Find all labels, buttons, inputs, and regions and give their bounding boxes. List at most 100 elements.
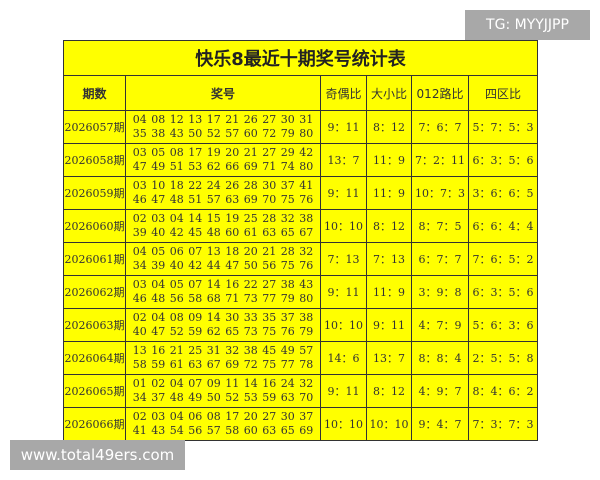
zone-cell: 2：5：5：8 [467,341,539,375]
numbers-cell: 02 03 04 14 15 19 25 28 32 38 39 40 42 45… [125,209,321,243]
numbers-cell: 01 02 04 07 09 11 14 16 24 32 34 37 48 49… [125,374,321,408]
road-012-cell: 3：9：8 [411,275,469,309]
numbers-line-2: 46 47 48 51 57 63 69 70 75 76 [132,193,314,206]
header-zone: 四区比 [467,75,539,111]
odd-even-cell: 14：6 [320,341,367,375]
big-small-cell: 8：12 [366,374,412,408]
big-small-cell: 8：12 [366,209,412,243]
table-row: 2026057期 04 08 12 13 17 21 26 27 30 31 35… [63,110,539,144]
numbers-line-1: 04 08 12 13 17 21 26 27 30 31 [132,113,314,126]
road-012-cell: 4：7：9 [411,308,469,342]
odd-even-cell: 10：10 [320,407,367,441]
numbers-cell: 03 04 05 07 14 16 22 27 38 43 46 48 56 58… [125,275,321,309]
header-period: 期数 [63,75,126,111]
zone-cell: 6：6：4：4 [467,209,539,243]
table-row: 2026064期 13 16 21 25 31 32 38 45 49 57 58… [63,341,539,375]
zone-cell: 7：6：5：2 [467,242,539,276]
big-small-cell: 7：13 [366,242,412,276]
table-row: 2026060期 02 03 04 14 15 19 25 28 32 38 39… [63,209,539,243]
odd-even-cell: 9：11 [320,176,367,210]
road-012-cell: 7：2：11 [411,143,469,177]
numbers-line-1: 02 04 08 09 14 30 33 35 37 38 [132,311,314,324]
watermark-site: www.total49ers.com [10,440,185,470]
road-012-cell: 4：9：7 [411,374,469,408]
header-big-small: 大小比 [366,75,412,111]
table-row: 2026062期 03 04 05 07 14 16 22 27 38 43 46… [63,275,539,309]
period-cell: 2026057期 [63,110,126,144]
period-cell: 2026058期 [63,143,126,177]
numbers-line-1: 01 02 04 07 09 11 14 16 24 32 [132,377,314,390]
numbers-cell: 13 16 21 25 31 32 38 45 49 57 58 59 61 63… [125,341,321,375]
big-small-cell: 11：9 [366,176,412,210]
period-cell: 2026061期 [63,242,126,276]
numbers-cell: 03 10 18 22 24 26 28 30 37 41 46 47 48 51… [125,176,321,210]
zone-cell: 5：6：3：6 [467,308,539,342]
road-012-cell: 7：6：7 [411,110,469,144]
numbers-line-2: 34 37 48 49 50 52 53 59 63 70 [132,391,314,404]
big-small-cell: 8：12 [366,110,412,144]
odd-even-cell: 10：10 [320,209,367,243]
table-row: 2026059期 03 10 18 22 24 26 28 30 37 41 46… [63,176,539,210]
header-numbers: 奖号 [125,75,321,111]
road-012-cell: 9：4：7 [411,407,469,441]
period-cell: 2026063期 [63,308,126,342]
odd-even-cell: 9：11 [320,110,367,144]
numbers-line-1: 04 05 06 07 13 18 20 21 28 32 [132,245,314,258]
odd-even-cell: 7：13 [320,242,367,276]
odd-even-cell: 9：11 [320,374,367,408]
zone-cell: 3：6：6：5 [467,176,539,210]
zone-cell: 6：3：5：6 [467,143,539,177]
period-cell: 2026060期 [63,209,126,243]
numbers-line-1: 13 16 21 25 31 32 38 45 49 57 [132,344,314,357]
table-row: 2026066期 02 03 04 06 08 17 20 27 30 37 41… [63,407,539,441]
big-small-cell: 11：9 [366,275,412,309]
numbers-cell: 02 04 08 09 14 30 33 35 37 38 40 47 52 59… [125,308,321,342]
road-012-cell: 8：7：5 [411,209,469,243]
period-cell: 2026066期 [63,407,126,441]
numbers-line-2: 40 47 52 59 62 65 73 75 76 79 [132,325,314,338]
big-small-cell: 11：9 [366,143,412,177]
numbers-line-2: 39 40 42 45 48 60 61 63 65 67 [132,226,314,239]
numbers-line-2: 46 48 56 58 68 71 73 77 79 80 [132,292,314,305]
header-012-road: 012路比 [411,75,469,111]
odd-even-cell: 13：7 [320,143,367,177]
numbers-line-2: 41 43 54 56 57 58 60 63 65 69 [132,424,314,437]
numbers-cell: 04 05 06 07 13 18 20 21 28 32 34 39 40 42… [125,242,321,276]
period-cell: 2026064期 [63,341,126,375]
numbers-line-1: 03 05 08 17 19 20 21 27 29 42 [132,146,314,159]
table-title: 快乐8最近十期奖号统计表 [62,40,539,76]
table-row: 2026063期 02 04 08 09 14 30 33 35 37 38 40… [63,308,539,342]
numbers-line-2: 58 59 61 63 67 69 72 75 77 78 [132,358,314,371]
road-012-cell: 10：7：3 [411,176,469,210]
numbers-cell: 03 05 08 17 19 20 21 27 29 42 47 49 51 53… [125,143,321,177]
period-cell: 2026065期 [63,374,126,408]
table-row: 2026061期 04 05 06 07 13 18 20 21 28 32 34… [63,242,539,276]
numbers-line-1: 02 03 04 14 15 19 25 28 32 38 [132,212,314,225]
big-small-cell: 10：10 [366,407,412,441]
numbers-cell: 02 03 04 06 08 17 20 27 30 37 41 43 54 56… [125,407,321,441]
table-row: 2026058期 03 05 08 17 19 20 21 27 29 42 47… [63,143,539,177]
big-small-cell: 13：7 [366,341,412,375]
odd-even-cell: 9：11 [320,275,367,309]
numbers-cell: 04 08 12 13 17 21 26 27 30 31 35 38 43 50… [125,110,321,144]
numbers-line-2: 47 49 51 53 62 66 69 71 74 80 [132,160,314,173]
road-012-cell: 6：7：7 [411,242,469,276]
table-row: 2026065期 01 02 04 07 09 11 14 16 24 32 34… [63,374,539,408]
numbers-line-1: 03 10 18 22 24 26 28 30 37 41 [132,179,314,192]
zone-cell: 7：3：7：3 [467,407,539,441]
numbers-line-1: 02 03 04 06 08 17 20 27 30 37 [132,410,314,423]
zone-cell: 8：4：6：2 [467,374,539,408]
road-012-cell: 8：8：4 [411,341,469,375]
numbers-line-1: 03 04 05 07 14 16 22 27 38 43 [132,278,314,291]
period-cell: 2026062期 [63,275,126,309]
zone-cell: 6：3：5：6 [467,275,539,309]
lottery-stats-table: 快乐8最近十期奖号统计表 期数 奖号 奇偶比 大小比 012路比 四区比 202… [62,40,539,441]
numbers-line-2: 34 39 40 42 44 47 50 56 75 76 [132,259,314,272]
odd-even-cell: 10：10 [320,308,367,342]
numbers-line-2: 35 38 43 50 52 57 60 72 79 80 [132,127,314,140]
period-cell: 2026059期 [63,176,126,210]
big-small-cell: 9：11 [366,308,412,342]
zone-cell: 5：7：5：3 [467,110,539,144]
header-odd-even: 奇偶比 [320,75,367,111]
watermark-tg: TG: MYYJJPP [465,10,590,40]
